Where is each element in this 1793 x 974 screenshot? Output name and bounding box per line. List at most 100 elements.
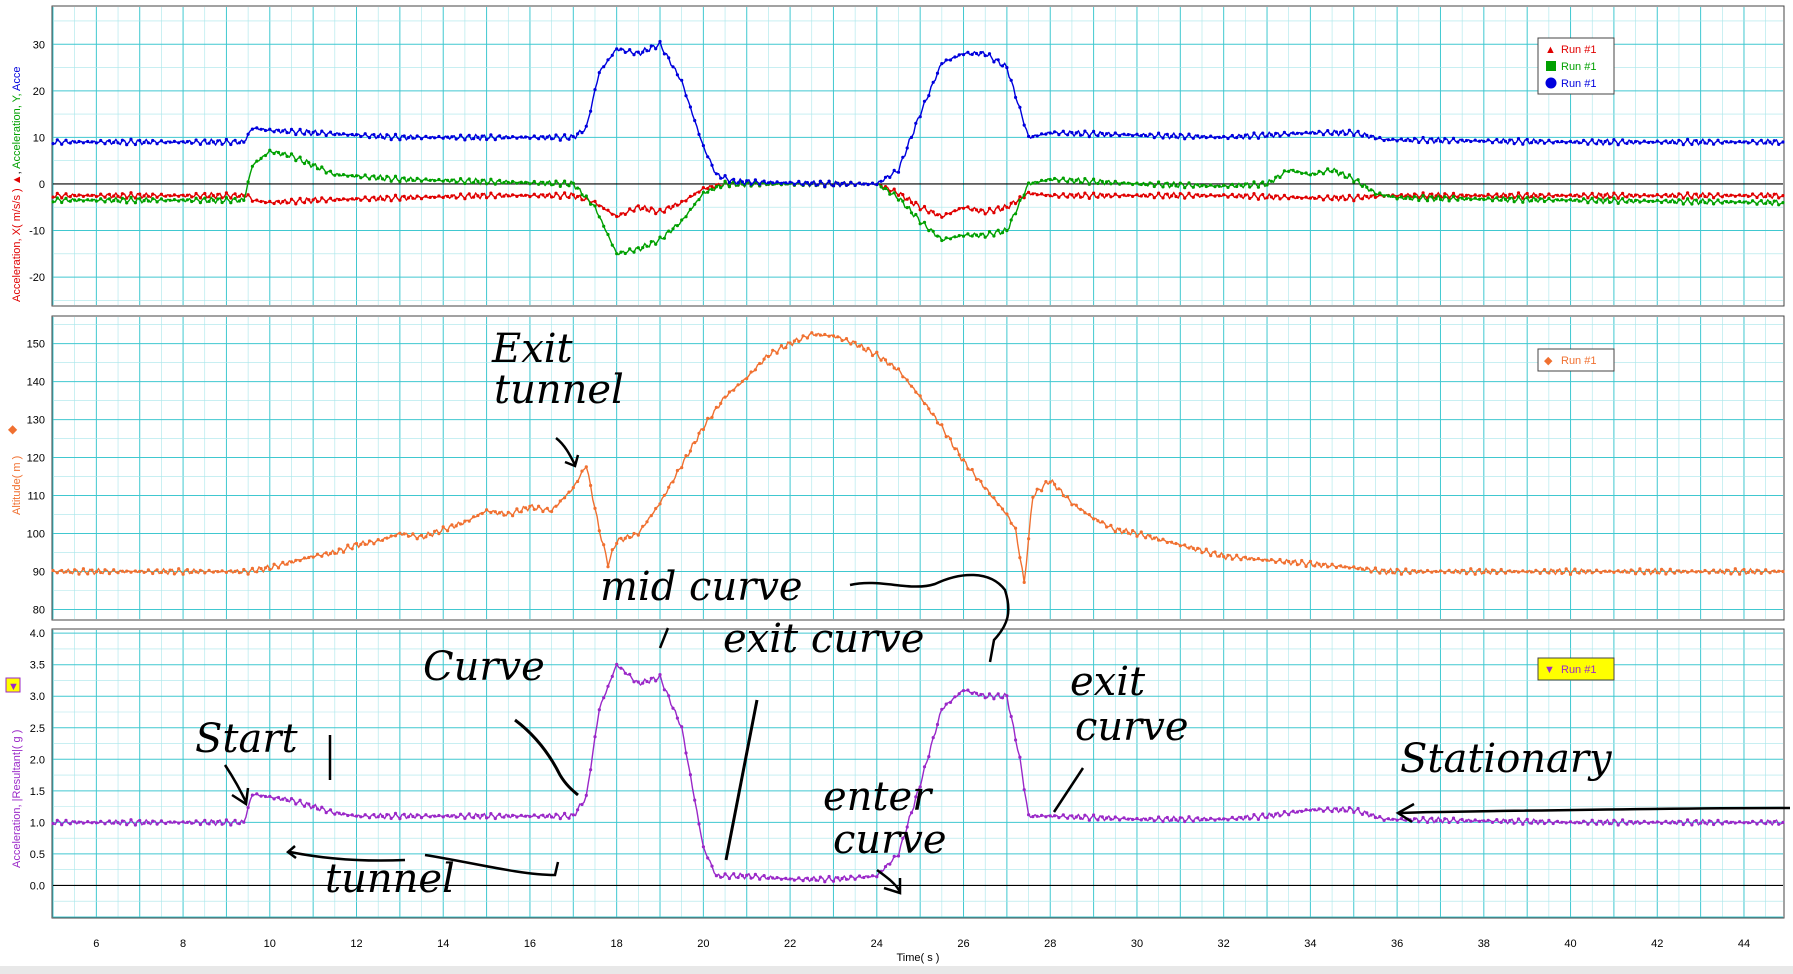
series-point	[506, 814, 510, 818]
series-point	[1300, 171, 1304, 175]
series-point	[662, 236, 667, 240]
series-point	[953, 447, 957, 451]
x-tick-label: 6	[93, 938, 99, 950]
series-point	[289, 152, 294, 156]
series-point	[433, 136, 437, 140]
series-point	[177, 141, 181, 145]
series-point	[411, 814, 415, 819]
series-point	[1074, 193, 1078, 197]
series-point	[1577, 199, 1581, 203]
series-point	[1560, 139, 1564, 144]
series-point	[593, 88, 597, 92]
series-point	[723, 179, 727, 183]
series-point	[207, 195, 211, 199]
series-point	[1738, 193, 1742, 197]
series-point	[1699, 194, 1703, 198]
series-point	[1564, 199, 1568, 203]
series-point	[502, 136, 506, 140]
series-point	[281, 129, 285, 133]
series-point	[584, 194, 588, 198]
series-point	[1105, 132, 1109, 136]
series-point	[524, 180, 528, 184]
series-point	[1573, 194, 1577, 198]
series-point	[233, 138, 237, 142]
series-point	[1139, 818, 1143, 822]
series-point	[250, 164, 254, 168]
series-point	[645, 49, 649, 53]
series-point	[146, 194, 150, 198]
series-point	[1087, 513, 1091, 517]
series-point	[545, 193, 549, 197]
series-point	[1152, 536, 1156, 540]
series-point	[853, 340, 857, 344]
series-point	[948, 237, 953, 241]
series-point	[380, 135, 385, 139]
series-point	[1369, 570, 1373, 574]
series-point	[1508, 192, 1512, 196]
series-point	[571, 181, 575, 185]
series-point	[736, 183, 740, 187]
series-point	[1629, 193, 1633, 197]
series-point	[992, 60, 996, 64]
series-point	[311, 163, 315, 167]
series-point	[524, 814, 528, 818]
series-point	[1673, 821, 1677, 825]
series-point	[1495, 196, 1499, 200]
series-point	[229, 196, 233, 200]
series-point	[1326, 806, 1330, 810]
series-point	[328, 196, 333, 200]
series-point	[194, 196, 198, 200]
series-point	[1373, 192, 1377, 196]
series-point	[671, 480, 675, 484]
series-point	[1655, 193, 1659, 197]
series-point	[1243, 815, 1247, 819]
series-point	[459, 812, 463, 816]
series-point	[1360, 184, 1364, 188]
series-point	[1048, 194, 1052, 198]
legend-panel2: ◆ Run #1	[1537, 348, 1615, 372]
series-point	[1044, 480, 1048, 484]
series-point	[294, 132, 298, 137]
series-point	[1560, 193, 1564, 197]
series-point	[177, 199, 181, 203]
x-tick-label: 12	[350, 938, 362, 950]
series-line	[52, 179, 1784, 219]
series-point	[77, 820, 81, 824]
series-point	[1161, 185, 1165, 189]
series-point	[1707, 571, 1711, 575]
series-point	[1105, 193, 1109, 197]
series-point	[1291, 131, 1295, 135]
series-point	[1109, 182, 1113, 186]
series-point	[233, 192, 237, 196]
series-point	[190, 570, 194, 575]
series-point	[619, 212, 623, 216]
series-point	[1200, 551, 1204, 555]
series-point	[641, 50, 645, 54]
series-point	[367, 539, 372, 543]
series-point	[302, 804, 307, 808]
series-point	[246, 193, 250, 197]
series-point	[1066, 133, 1070, 137]
series-point	[467, 192, 471, 196]
annotation-exit-tunnel-line2: tunnel	[494, 367, 624, 413]
series-point	[250, 127, 254, 131]
series-point	[1204, 818, 1208, 822]
series-point	[771, 876, 775, 880]
series-point	[1365, 811, 1369, 815]
series-point	[684, 199, 688, 203]
series-point	[775, 180, 779, 184]
series-point	[77, 572, 81, 576]
series-point	[1603, 193, 1607, 197]
series-point	[1226, 136, 1230, 141]
series-point	[1378, 571, 1382, 575]
series-point	[385, 133, 389, 137]
series-point	[801, 183, 805, 187]
series-point	[1083, 813, 1087, 817]
series-point	[103, 200, 107, 204]
series-point	[1772, 192, 1776, 196]
series-point	[1521, 142, 1525, 146]
series-point	[1638, 195, 1642, 199]
series-point	[1516, 137, 1521, 141]
series-point	[948, 437, 953, 441]
series-point	[1256, 817, 1260, 822]
